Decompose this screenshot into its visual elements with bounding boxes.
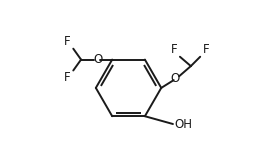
Text: OH: OH xyxy=(174,118,192,130)
Text: F: F xyxy=(64,71,71,84)
Text: F: F xyxy=(203,43,209,56)
Text: O: O xyxy=(94,53,103,66)
Text: O: O xyxy=(171,72,180,85)
Text: F: F xyxy=(64,35,71,48)
Text: F: F xyxy=(171,43,178,56)
